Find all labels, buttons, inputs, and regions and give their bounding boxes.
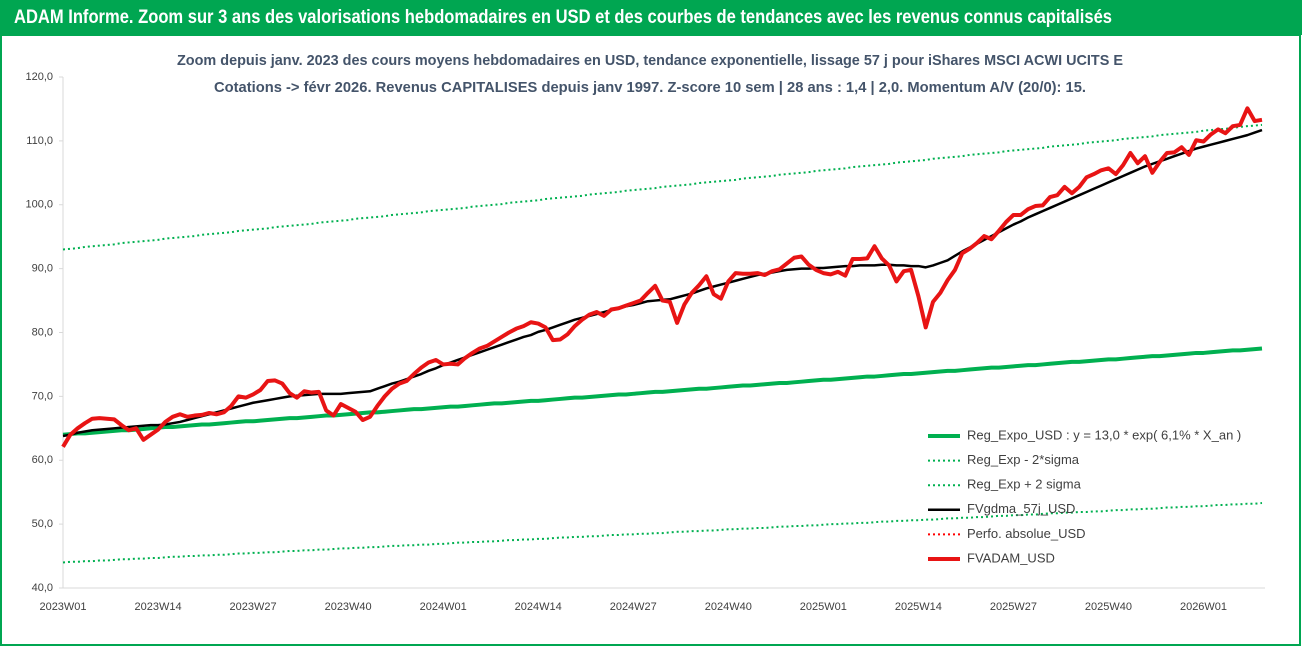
- data-line: [62, 123, 1263, 251]
- y-tick-label: 60,0: [32, 454, 53, 466]
- y-tick-label: 80,0: [32, 326, 53, 338]
- legend-label: Reg_Expo_USD : y = 13,0 * exp( 6,1% * X_…: [967, 427, 1241, 442]
- legend-label: FVgdma_57j_USD: [967, 501, 1075, 516]
- legend-label: Reg_Exp + 2 sigma: [967, 477, 1082, 492]
- chart-title: ADAM Informe. Zoom sur 3 ans des valoris…: [14, 7, 1112, 28]
- y-tick-label: 40,0: [32, 582, 53, 594]
- legend-label: Reg_Exp - 2*sigma: [967, 452, 1080, 467]
- chart-subtitle: Zoom depuis janv. 2023 des cours moyens …: [177, 52, 1123, 69]
- y-tick-label: 100,0: [25, 199, 53, 211]
- x-tick-label: 2023W14: [134, 601, 181, 613]
- x-tick-label: 2023W40: [325, 601, 372, 613]
- legend-label: FVADAM_USD: [967, 550, 1055, 565]
- y-tick-label: 50,0: [32, 518, 53, 530]
- x-tick-label: 2025W27: [990, 601, 1037, 613]
- x-tick-label: 2024W40: [705, 601, 752, 613]
- x-tick-label: 2025W14: [895, 601, 942, 613]
- header-bar: [0, 0, 1302, 35]
- x-tick-label: 2025W01: [800, 601, 847, 613]
- y-tick-label: 90,0: [32, 263, 53, 275]
- x-tick-label: 2023W01: [39, 601, 86, 613]
- y-tick-label: 110,0: [26, 135, 53, 147]
- x-tick-label: 2024W14: [515, 601, 562, 613]
- data-line: [61, 106, 1263, 448]
- y-tick-label: 120,0: [25, 71, 53, 83]
- x-tick-label: 2026W01: [1180, 601, 1227, 613]
- x-tick-label: 2024W27: [610, 601, 657, 613]
- chart-subtitle: Cotations -> févr 2026. Revenus CAPITALI…: [214, 79, 1086, 96]
- y-tick-label: 70,0: [32, 390, 53, 402]
- data-line: [62, 502, 1263, 564]
- data-line: [62, 346, 1263, 437]
- legend-label: Perfo. absolue_USD: [967, 526, 1086, 541]
- frame: [0, 34, 1301, 646]
- x-tick-label: 2024W01: [420, 601, 467, 613]
- x-tick-label: 2023W27: [230, 601, 277, 613]
- x-tick-label: 2025W40: [1085, 601, 1132, 613]
